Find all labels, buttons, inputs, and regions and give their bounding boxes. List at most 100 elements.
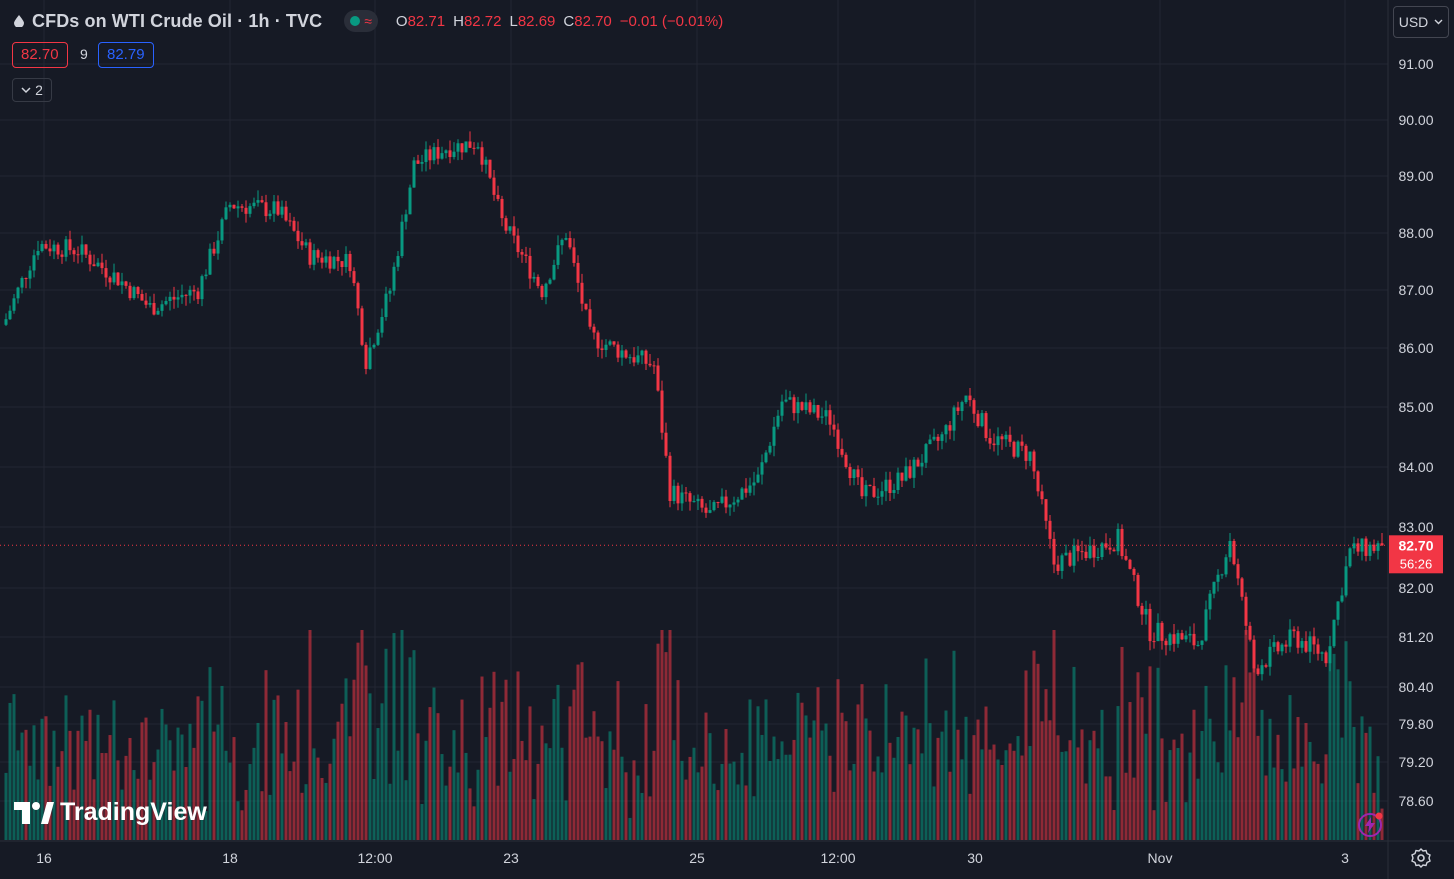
candle-body bbox=[432, 147, 436, 161]
volume-bar bbox=[1360, 716, 1364, 840]
candle-body bbox=[656, 365, 660, 391]
candle-body bbox=[876, 496, 880, 498]
volume-bar bbox=[412, 650, 416, 840]
volume-bar bbox=[872, 771, 876, 840]
candle-body bbox=[80, 244, 84, 255]
candle-body bbox=[792, 397, 796, 414]
candle-body bbox=[388, 290, 392, 294]
indicators-collapse-button[interactable]: 2 bbox=[12, 78, 52, 102]
candle-body bbox=[228, 204, 232, 208]
price-axis: 91.00 90.00 89.00 88.00 87.00 86.00 85.00 84.00… bbox=[1398, 56, 1433, 809]
currency-selector[interactable]: USD bbox=[1393, 6, 1449, 38]
sell-price-button[interactable]: 82.70 bbox=[12, 42, 68, 68]
candle-body bbox=[276, 201, 280, 215]
tradingview-logo[interactable]: TradingView bbox=[14, 798, 207, 827]
volume-bar bbox=[1132, 777, 1136, 840]
candlestick-series bbox=[4, 131, 1384, 681]
volume-bar bbox=[1172, 739, 1176, 840]
volume-bar bbox=[856, 704, 860, 840]
volume-bar bbox=[164, 724, 168, 840]
candle-body bbox=[220, 219, 224, 241]
volume-bar bbox=[1016, 736, 1020, 840]
candle-body bbox=[684, 492, 688, 494]
candle-body bbox=[1176, 633, 1180, 644]
volume-bar bbox=[112, 700, 116, 840]
candle-body bbox=[272, 201, 276, 214]
volume-bar bbox=[320, 777, 324, 840]
candle-body bbox=[476, 147, 480, 149]
candle-body bbox=[1372, 544, 1376, 551]
candle-body bbox=[1164, 640, 1168, 646]
volume-bar bbox=[176, 727, 180, 840]
volume-bar bbox=[652, 750, 656, 840]
candle-body bbox=[380, 317, 384, 333]
volume-bar bbox=[672, 740, 676, 840]
candle-body bbox=[500, 198, 504, 219]
candle-body bbox=[412, 160, 416, 188]
candle-body bbox=[1160, 622, 1164, 641]
candle-body bbox=[120, 281, 124, 286]
volume-bar bbox=[472, 806, 476, 840]
volume-bar bbox=[272, 699, 276, 840]
candle-body bbox=[512, 226, 516, 236]
volume-bar bbox=[696, 772, 700, 840]
volume-bar bbox=[1368, 726, 1372, 840]
volume-bar bbox=[488, 707, 492, 840]
candle-body bbox=[540, 285, 544, 298]
lightning-icon[interactable] bbox=[1356, 811, 1384, 839]
ohlc-change: −0.01 (−0.01%) bbox=[619, 12, 724, 30]
volume-bar bbox=[468, 788, 472, 840]
volume-bar bbox=[44, 716, 48, 840]
volume-bar bbox=[268, 794, 272, 840]
volume-bar bbox=[680, 760, 684, 840]
candle-body bbox=[1272, 642, 1276, 647]
candle-body bbox=[1012, 441, 1016, 457]
candle-body bbox=[828, 410, 832, 425]
ohlc-high: H82.72 bbox=[453, 12, 502, 30]
time-tick-label: 12:00 bbox=[820, 850, 855, 866]
candle-body bbox=[576, 262, 580, 283]
volume-bar bbox=[1024, 670, 1028, 840]
candle-body bbox=[1052, 538, 1056, 565]
candle-body bbox=[860, 477, 864, 497]
symbol-title[interactable]: CFDs on WTI Crude Oil · 1h · TVC bbox=[32, 10, 323, 31]
candle-body bbox=[232, 204, 236, 209]
volume-bar bbox=[576, 664, 580, 840]
volume-bar bbox=[360, 630, 364, 840]
volume-bar bbox=[1324, 754, 1328, 840]
settings-gear-icon[interactable] bbox=[1410, 847, 1432, 869]
market-status-pill[interactable]: ≈ bbox=[344, 10, 378, 32]
volume-bar bbox=[956, 729, 960, 840]
candle-body bbox=[84, 244, 88, 255]
candle-body bbox=[1120, 528, 1124, 557]
candle-body bbox=[740, 488, 744, 500]
buy-price-button[interactable]: 82.79 bbox=[98, 42, 154, 68]
candle-body bbox=[160, 304, 164, 311]
volume-bar bbox=[864, 718, 868, 840]
volume-bar bbox=[768, 760, 772, 840]
candle-body bbox=[1068, 552, 1072, 566]
candle-body bbox=[688, 493, 692, 502]
candle-body bbox=[744, 488, 748, 493]
volume-bar bbox=[80, 715, 84, 840]
volume-bar bbox=[572, 689, 576, 840]
candle-body bbox=[216, 240, 220, 254]
volume-bar bbox=[1036, 663, 1040, 840]
candle-body bbox=[88, 254, 92, 265]
volume-bar bbox=[912, 727, 916, 840]
volume-bar bbox=[396, 750, 400, 840]
symbol-header[interactable]: CFDs on WTI Crude Oil · 1h · TVC ≈ O82.7… bbox=[14, 8, 723, 34]
volume-bar bbox=[1048, 720, 1052, 840]
ohlc-values: O82.71 H82.72 L82.69 C82.70 −0.01 (−0.01… bbox=[396, 13, 723, 30]
volume-bar bbox=[920, 753, 924, 840]
volume-bar bbox=[1096, 748, 1100, 840]
volume-bar bbox=[1020, 755, 1024, 840]
candle-body bbox=[884, 479, 888, 492]
volume-bar bbox=[72, 789, 76, 840]
volume-bar bbox=[1300, 766, 1304, 840]
volume-bar bbox=[828, 755, 832, 840]
candle-body bbox=[1036, 471, 1040, 492]
candle-body bbox=[668, 455, 672, 501]
candle-body bbox=[544, 283, 548, 298]
